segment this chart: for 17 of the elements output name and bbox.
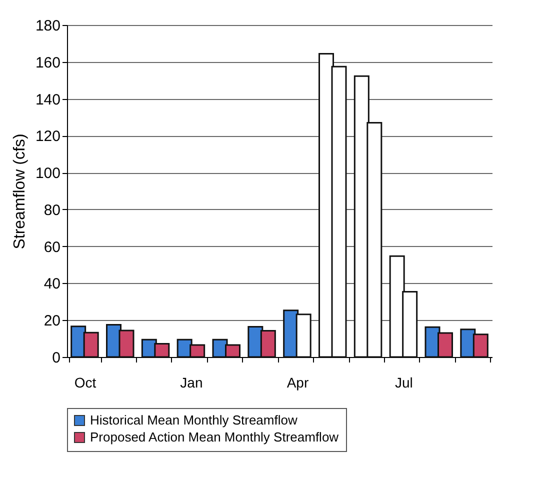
y-tick-label: 100 [35, 165, 60, 182]
x-tick-label: Apr [286, 374, 309, 390]
y-tick-label: 160 [35, 54, 60, 72]
legend-label: Historical Mean Monthly Streamflow [90, 412, 298, 428]
x-tick-label: Jul [395, 374, 413, 390]
y-tick-label: 120 [35, 128, 60, 146]
y-tick-label: 0 [52, 350, 60, 366]
y-tick-label: 180 [35, 18, 60, 34]
y-tick-label: 40 [44, 276, 60, 293]
x-tick-label: Jan [180, 374, 203, 390]
legend-label: Proposed Action Mean Monthly Streamflow [90, 430, 340, 444]
y-axis-title: Streamflow (cfs) [11, 134, 28, 250]
y-tick-label: 20 [44, 312, 60, 330]
y-tick-label: 60 [44, 238, 60, 256]
x-tick-label: Oct [74, 374, 96, 390]
y-tick-label: 140 [35, 91, 60, 108]
y-tick-label: 80 [44, 202, 60, 219]
